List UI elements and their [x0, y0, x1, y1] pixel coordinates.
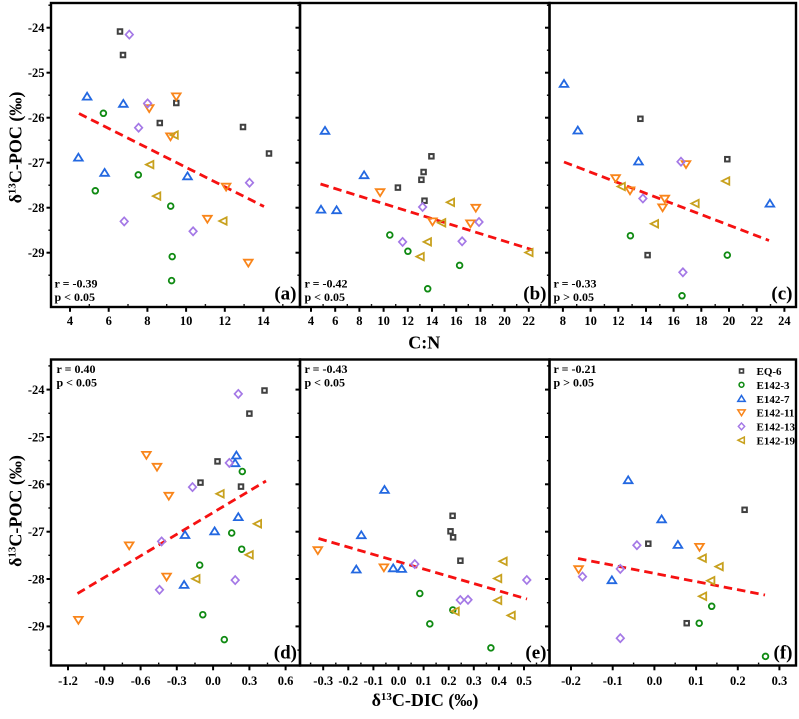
svg-text:-24: -24 — [28, 21, 45, 35]
svg-text:-0.1: -0.1 — [603, 674, 623, 688]
svg-text:12: 12 — [219, 314, 232, 328]
svg-text:0.6: 0.6 — [278, 674, 294, 688]
svg-text:E142-7: E142-7 — [757, 394, 791, 406]
svg-text:12: 12 — [402, 314, 415, 328]
svg-text:(a): (a) — [274, 284, 296, 305]
svg-text:-26: -26 — [28, 478, 45, 492]
svg-text:0.3: 0.3 — [242, 674, 258, 688]
svg-text:p > 0.05: p > 0.05 — [554, 376, 595, 390]
svg-text:0.0: 0.0 — [391, 674, 407, 688]
svg-text:r = -0.21: r = -0.21 — [554, 362, 597, 376]
svg-text:0.0: 0.0 — [205, 674, 221, 688]
svg-text:4: 4 — [67, 314, 74, 328]
svg-text:p < 0.05: p < 0.05 — [305, 376, 346, 390]
svg-text:0.4: 0.4 — [491, 674, 507, 688]
svg-text:(b): (b) — [523, 284, 546, 305]
svg-text:14: 14 — [640, 314, 653, 328]
svg-text:16: 16 — [450, 314, 463, 328]
svg-text:-0.6: -0.6 — [131, 674, 151, 688]
svg-text:-27: -27 — [28, 156, 45, 170]
svg-text:8: 8 — [356, 314, 362, 328]
svg-text:(c): (c) — [771, 284, 792, 305]
svg-text:6: 6 — [332, 314, 338, 328]
svg-text:0.3: 0.3 — [772, 674, 788, 688]
svg-text:-26: -26 — [28, 111, 45, 125]
svg-text:8: 8 — [560, 314, 566, 328]
svg-text:10: 10 — [180, 314, 193, 328]
svg-text:(d): (d) — [274, 643, 297, 664]
svg-text:-25: -25 — [28, 430, 45, 444]
svg-text:14: 14 — [426, 314, 439, 328]
svg-text:18: 18 — [474, 314, 487, 328]
svg-text:p < 0.05: p < 0.05 — [55, 290, 96, 304]
svg-text:0.1: 0.1 — [688, 674, 704, 688]
svg-text:E142-11: E142-11 — [757, 408, 795, 420]
svg-text:-28: -28 — [28, 572, 45, 586]
svg-text:p < 0.05: p < 0.05 — [57, 376, 98, 390]
svg-text:22: 22 — [750, 314, 763, 328]
svg-text:C:N: C:N — [408, 333, 440, 353]
svg-text:E142-3: E142-3 — [757, 380, 791, 392]
svg-text:0.0: 0.0 — [647, 674, 663, 688]
svg-text:0.5: 0.5 — [516, 674, 532, 688]
svg-text:EQ-6: EQ-6 — [757, 366, 783, 378]
svg-text:20: 20 — [723, 314, 736, 328]
svg-text:-27: -27 — [28, 525, 45, 539]
svg-text:24: 24 — [778, 314, 791, 328]
svg-text:E142-13: E142-13 — [757, 422, 796, 434]
svg-text:10: 10 — [377, 314, 390, 328]
svg-text:(f): (f) — [774, 643, 793, 664]
svg-text:δ13C-DIC (‰): δ13C-DIC (‰) — [372, 690, 479, 711]
svg-text:6: 6 — [106, 314, 112, 328]
svg-text:-29: -29 — [28, 246, 45, 260]
svg-text:δ13C-POC (‰): δ13C-POC (‰) — [6, 455, 27, 567]
svg-text:22: 22 — [523, 314, 536, 328]
svg-text:0.2: 0.2 — [730, 674, 746, 688]
svg-text:0.2: 0.2 — [441, 674, 457, 688]
svg-text:E142-19: E142-19 — [757, 435, 796, 447]
svg-text:-24: -24 — [28, 383, 45, 397]
svg-text:-0.2: -0.2 — [338, 674, 358, 688]
svg-text:r = 0.40: r = 0.40 — [57, 362, 96, 376]
svg-text:p > 0.05: p > 0.05 — [554, 290, 595, 304]
svg-text:0.3: 0.3 — [466, 674, 482, 688]
svg-text:-0.3: -0.3 — [313, 674, 333, 688]
svg-text:-25: -25 — [28, 66, 45, 80]
svg-text:r = -0.33: r = -0.33 — [554, 277, 597, 291]
svg-text:r = -0.39: r = -0.39 — [55, 277, 98, 291]
svg-text:18: 18 — [695, 314, 708, 328]
svg-text:δ13C-POC (‰): δ13C-POC (‰) — [6, 92, 27, 204]
svg-text:p < 0.05: p < 0.05 — [305, 290, 346, 304]
svg-text:8: 8 — [144, 314, 150, 328]
svg-text:20: 20 — [498, 314, 511, 328]
svg-text:-29: -29 — [28, 620, 45, 634]
svg-text:10: 10 — [584, 314, 597, 328]
svg-text:r = -0.43: r = -0.43 — [305, 362, 348, 376]
svg-text:0.1: 0.1 — [416, 674, 432, 688]
svg-text:-0.1: -0.1 — [364, 674, 384, 688]
svg-text:-1.2: -1.2 — [58, 674, 78, 688]
svg-text:-0.9: -0.9 — [94, 674, 114, 688]
svg-text:12: 12 — [612, 314, 625, 328]
svg-text:14: 14 — [257, 314, 270, 328]
svg-text:-0.2: -0.2 — [561, 674, 581, 688]
svg-text:16: 16 — [667, 314, 680, 328]
svg-text:-0.3: -0.3 — [167, 674, 187, 688]
svg-text:-28: -28 — [28, 201, 45, 215]
svg-text:4: 4 — [308, 314, 315, 328]
svg-text:(e): (e) — [525, 643, 546, 664]
svg-text:r = -0.42: r = -0.42 — [305, 277, 348, 291]
